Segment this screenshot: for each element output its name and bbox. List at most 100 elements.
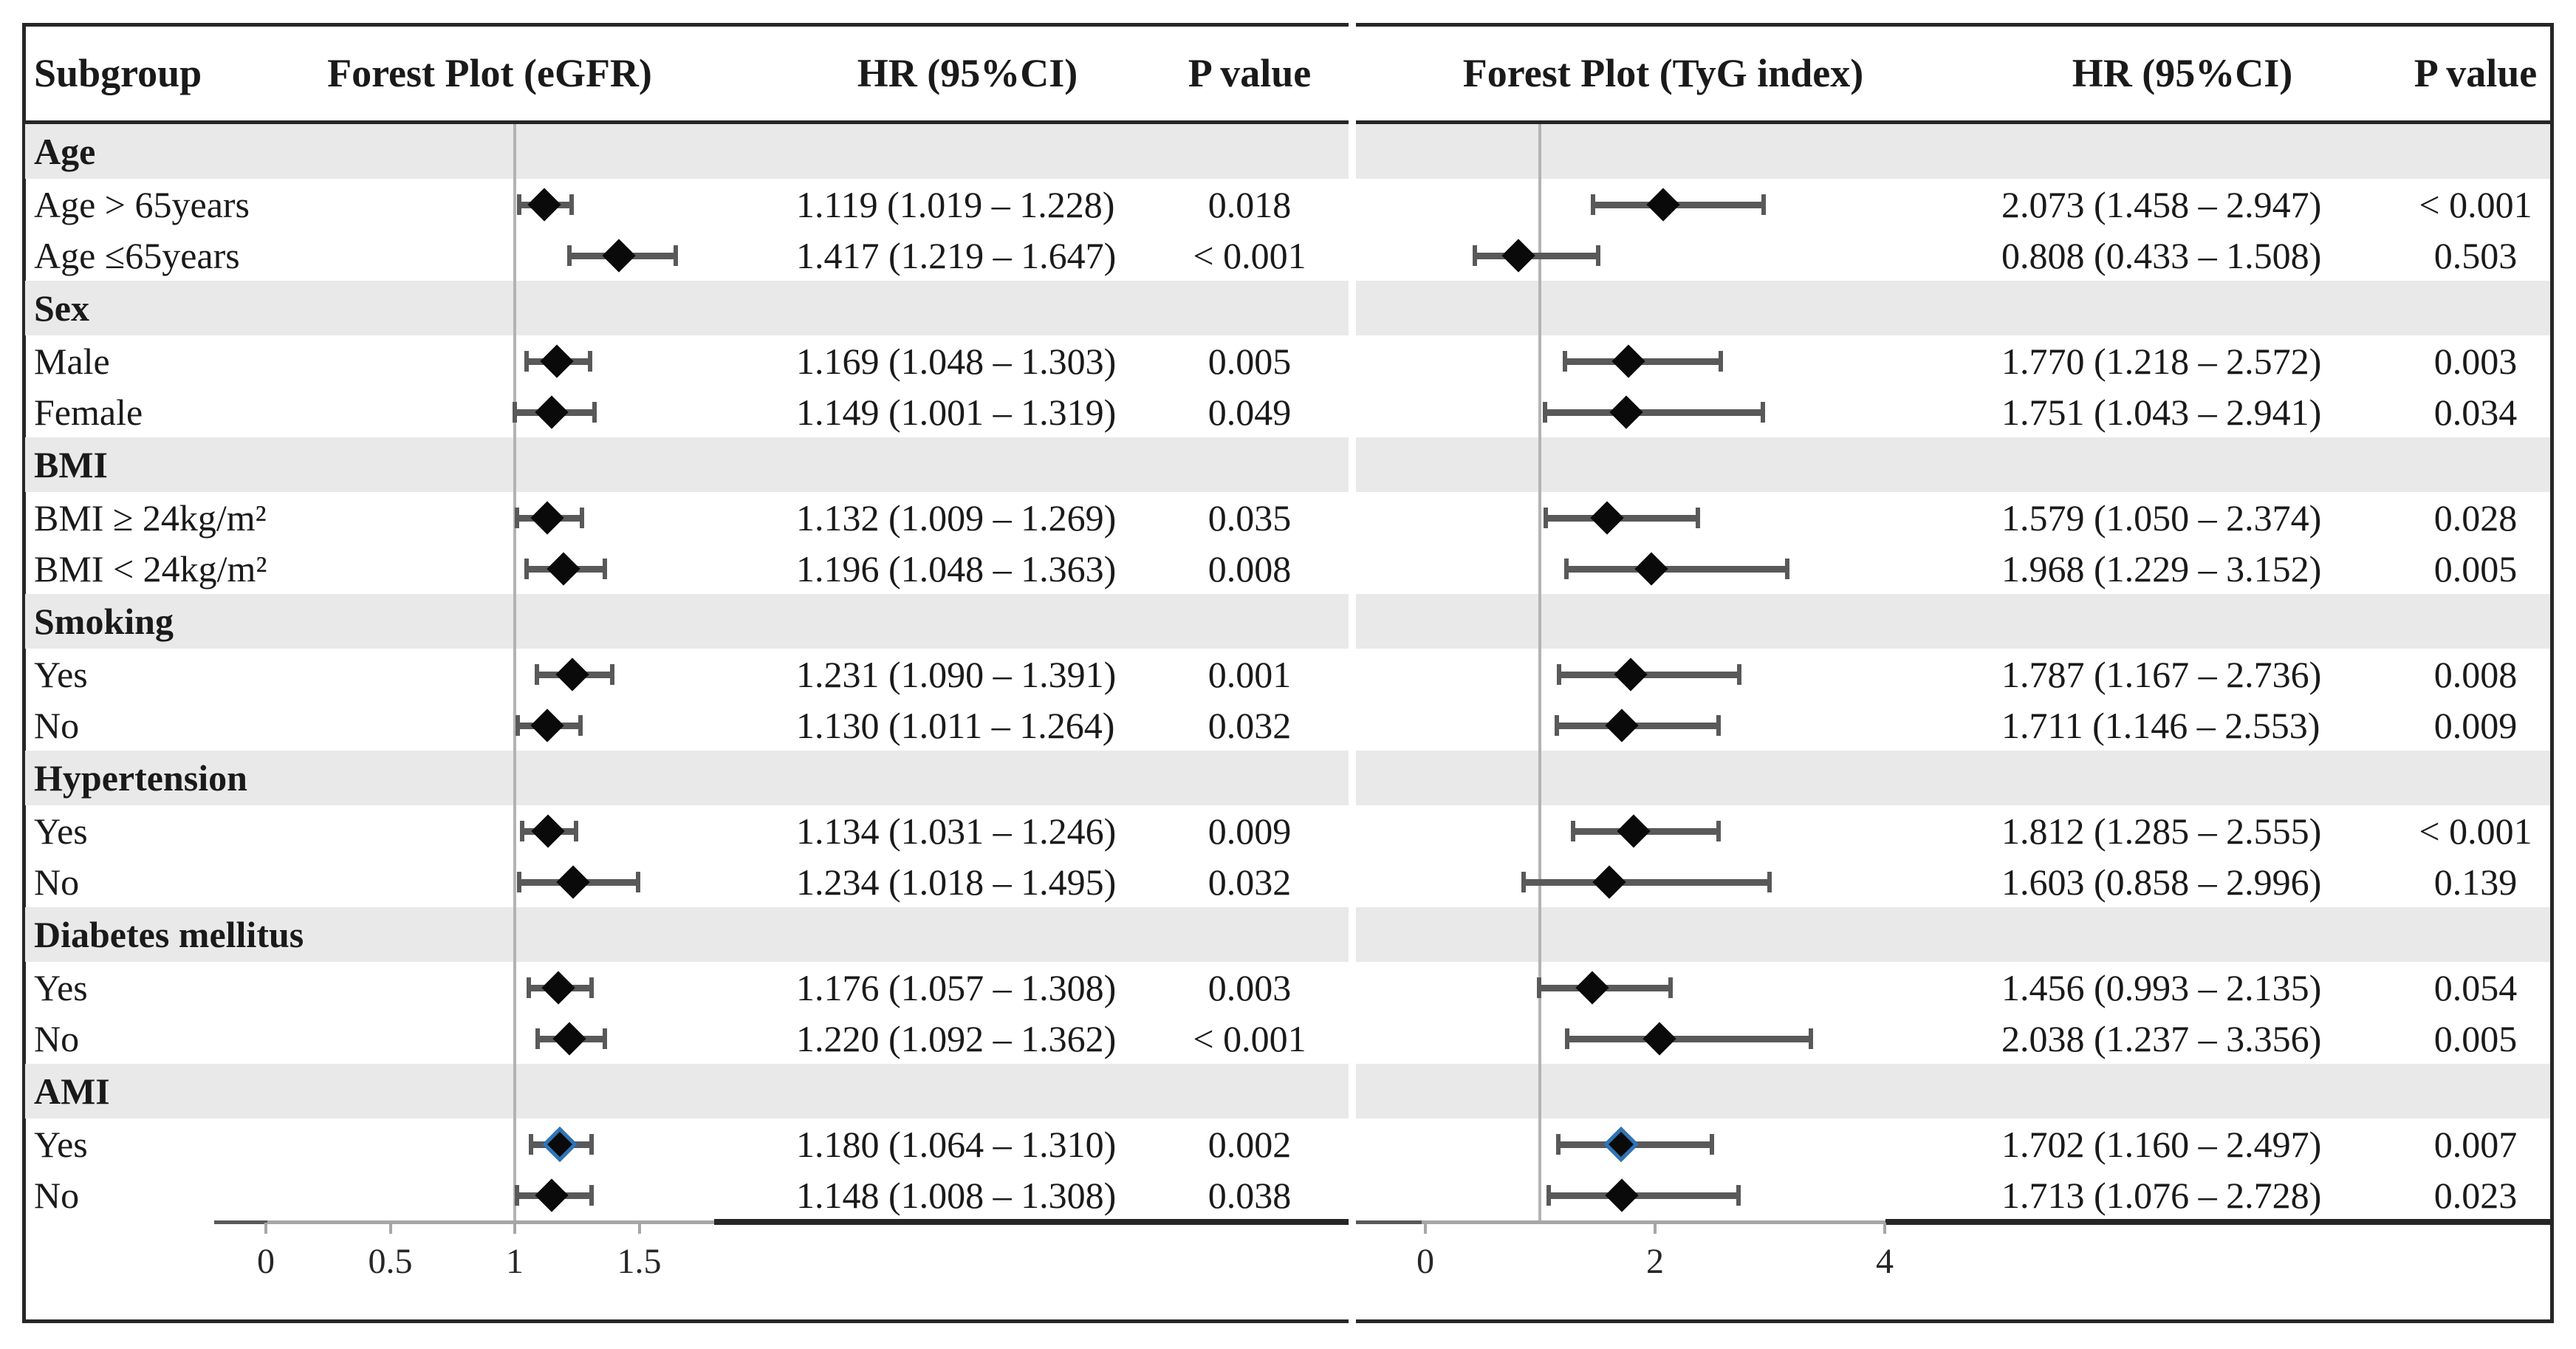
ci-cap-high bbox=[589, 1184, 594, 1206]
ci-bar bbox=[1566, 565, 1788, 573]
p-value-text: < 0.001 bbox=[1193, 234, 1306, 276]
p-value-text: 0.503 bbox=[2433, 234, 2518, 276]
p-value-text: 0.005 bbox=[1208, 340, 1292, 382]
ci-cap-low bbox=[517, 871, 522, 892]
hr-ci-text: 1.770 (1.218 – 2.572) bbox=[2001, 340, 2322, 382]
axis-tick-label: 0 bbox=[1417, 1242, 1434, 1281]
ci-bar bbox=[1549, 1192, 1739, 1199]
ci-cap-low bbox=[524, 558, 530, 579]
hr-ci-text: 1.751 (1.043 – 2.941) bbox=[2001, 391, 2322, 433]
p-value-text: < 0.001 bbox=[2419, 183, 2532, 225]
ci-bar bbox=[1475, 252, 1599, 259]
p-value-text: 0.008 bbox=[2433, 653, 2518, 695]
ci-cap-low bbox=[1555, 714, 1560, 736]
section-row-stripe bbox=[25, 751, 2550, 805]
p-value-text: 0.008 bbox=[1208, 547, 1292, 590]
hr-ci-text: 1.603 (0.858 – 2.996) bbox=[2001, 861, 2322, 903]
subgroup-label: Yes bbox=[34, 653, 88, 695]
subgroup-label: Yes bbox=[34, 810, 88, 852]
p-value-text: 0.003 bbox=[1208, 966, 1292, 1008]
hr-ci-text: 1.702 (1.160 – 2.497) bbox=[2001, 1123, 2322, 1165]
section-label: AMI bbox=[34, 1070, 110, 1112]
ci-cap-high bbox=[592, 401, 597, 423]
p-value-text: 0.009 bbox=[2433, 704, 2518, 746]
subgroup-label: Age ≤65years bbox=[34, 234, 240, 276]
section-row-stripe bbox=[25, 1064, 2550, 1119]
p-value-text: 0.139 bbox=[2433, 861, 2518, 903]
hr-ci-text: 1.119 (1.019 – 1.228) bbox=[796, 183, 1115, 225]
ci-cap-high bbox=[1761, 401, 1766, 423]
ci-cap-low bbox=[513, 401, 518, 423]
ci-cap-high bbox=[1808, 1028, 1813, 1049]
p-value-text: 0.007 bbox=[2433, 1123, 2518, 1165]
ci-bar bbox=[1567, 1035, 1811, 1042]
ci-cap-high bbox=[1710, 1133, 1715, 1155]
p-value-text: 0.001 bbox=[1208, 653, 1292, 695]
p-value-text: 0.034 bbox=[2433, 391, 2518, 433]
ci-cap-low bbox=[524, 350, 530, 372]
ci-cap-high bbox=[1718, 350, 1723, 372]
ci-cap-low bbox=[515, 507, 520, 528]
subgroup-label: No bbox=[34, 1017, 80, 1059]
axis-tick-label: 1 bbox=[506, 1242, 524, 1281]
hr-ci-text: 1.417 (1.219 – 1.647) bbox=[796, 234, 1117, 276]
hr-ci-text: 1.711 (1.146 – 2.553) bbox=[2001, 704, 2320, 746]
reference-line-tyg bbox=[1538, 124, 1541, 1220]
p-value-text: 0.002 bbox=[1208, 1123, 1292, 1165]
hr-ci-text: 0.808 (0.433 – 1.508) bbox=[2001, 234, 2322, 276]
subgroup-label: Yes bbox=[34, 1123, 88, 1165]
ci-cap-high bbox=[635, 871, 640, 892]
ci-cap-low bbox=[517, 194, 522, 215]
subgroup-label: No bbox=[34, 704, 80, 746]
section-label: Hypertension bbox=[34, 757, 247, 799]
axis-tick-label: 2 bbox=[1646, 1242, 1664, 1281]
subgroup-label: Female bbox=[34, 391, 143, 433]
ci-cap-high bbox=[1761, 194, 1767, 215]
ci-cap-low bbox=[528, 1133, 533, 1155]
ci-cap-low bbox=[515, 714, 520, 736]
p-value-text: < 0.001 bbox=[1193, 1017, 1306, 1059]
ci-cap-low bbox=[514, 1184, 519, 1206]
column-header-subgroup: Subgroup bbox=[34, 51, 202, 95]
p-value-text: 0.032 bbox=[1208, 704, 1292, 746]
ci-cap-high bbox=[579, 507, 584, 528]
bottom-rule-left-text-columns bbox=[714, 1219, 1349, 1225]
hr-ci-text: 1.169 (1.048 – 1.303) bbox=[796, 340, 1117, 382]
axis-line-egfr-left-end bbox=[214, 1220, 267, 1224]
axis-tick-label: 4 bbox=[1876, 1242, 1894, 1281]
ci-cap-low bbox=[1473, 245, 1478, 266]
section-row-stripe bbox=[25, 281, 2550, 335]
ci-cap-low bbox=[535, 1028, 540, 1049]
column-header-hr-right: HR (95%CI) bbox=[2072, 51, 2293, 95]
ci-cap-high bbox=[578, 714, 583, 736]
ci-cap-low bbox=[1570, 820, 1575, 841]
p-value-text: 0.023 bbox=[2433, 1174, 2518, 1216]
subgroup-label: Age > 65years bbox=[34, 183, 250, 225]
header-rule bbox=[25, 120, 2550, 124]
ci-cap-high bbox=[569, 194, 574, 215]
ci-cap-low bbox=[1564, 558, 1569, 579]
p-value-text: 0.054 bbox=[2433, 966, 2518, 1008]
axis-tick bbox=[388, 1223, 392, 1234]
hr-ci-text: 2.038 (1.237 – 3.356) bbox=[2001, 1017, 2322, 1059]
p-value-text: 0.035 bbox=[1208, 496, 1292, 539]
ci-bar bbox=[1545, 409, 1764, 416]
subgroup-label: BMI ≥ 24kg/m² bbox=[34, 496, 267, 539]
p-value-text: 0.005 bbox=[2433, 547, 2518, 590]
ci-cap-low bbox=[1557, 663, 1562, 685]
ci-cap-low bbox=[1563, 350, 1568, 372]
subgroup-label: No bbox=[34, 861, 80, 903]
hr-ci-text: 1.134 (1.031 – 1.246) bbox=[796, 810, 1117, 852]
p-value-text: 0.038 bbox=[1208, 1174, 1292, 1216]
column-header-forest-tyg: Forest Plot (TyG index) bbox=[1462, 51, 1864, 95]
ci-cap-low bbox=[520, 820, 525, 841]
ci-cap-high bbox=[603, 558, 608, 579]
ci-cap-high bbox=[1767, 871, 1772, 892]
column-header-forest-egfr: Forest Plot (eGFR) bbox=[327, 51, 652, 95]
p-value-text: < 0.001 bbox=[2419, 810, 2532, 852]
column-header-pvalue-left: P value bbox=[1188, 51, 1312, 95]
ci-cap-low bbox=[1537, 977, 1542, 998]
axis-tick-label: 0 bbox=[257, 1242, 275, 1281]
hr-ci-text: 1.812 (1.285 – 2.555) bbox=[2001, 810, 2322, 852]
hr-ci-text: 1.713 (1.076 – 2.728) bbox=[2001, 1174, 2322, 1216]
